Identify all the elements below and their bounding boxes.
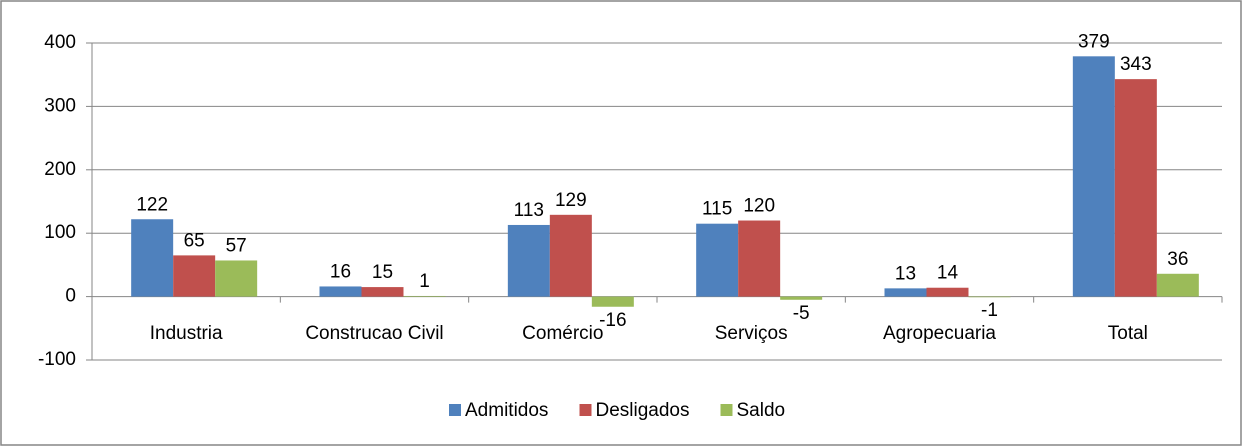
y-tick-label: 100: [44, 222, 76, 243]
legend-swatch: [579, 404, 592, 416]
bar: [591, 296, 634, 307]
data-label: 15: [372, 262, 393, 283]
data-label: -16: [599, 310, 626, 331]
x-tick-label: Industria: [150, 323, 223, 344]
legend-swatch: [449, 404, 461, 416]
bar: [1156, 273, 1199, 297]
data-label: 13: [895, 263, 916, 284]
data-label: 14: [937, 263, 959, 284]
bar: [215, 260, 258, 297]
bar: [403, 295, 446, 297]
data-label: 16: [330, 261, 351, 282]
data-label: 1: [419, 271, 430, 292]
data-label: 120: [743, 196, 775, 217]
y-tick-label: 0: [65, 286, 76, 307]
data-label: 379: [1078, 31, 1110, 52]
bar: [507, 224, 550, 297]
legend-label: Desligados: [596, 400, 690, 421]
legend-label: Admitidos: [465, 400, 548, 421]
bar: [738, 220, 781, 297]
bar: [884, 288, 927, 297]
y-tick-label: 400: [44, 32, 76, 53]
bar: [1114, 79, 1157, 297]
x-tick-label: Construcao Civil: [305, 323, 443, 344]
data-label: 122: [136, 194, 168, 215]
x-tick-label: Comércio: [522, 323, 603, 344]
x-tick-label: Serviços: [715, 323, 788, 344]
y-tick-label: 200: [44, 159, 76, 180]
legend-swatch: [720, 404, 733, 416]
data-label: 57: [226, 235, 247, 256]
bar: [780, 296, 823, 300]
bar: [1072, 56, 1115, 297]
x-tick-label: Agropecuaria: [883, 323, 996, 344]
data-label: 129: [555, 190, 587, 211]
y-tick-label: -100: [38, 349, 76, 370]
data-label: 113: [514, 200, 544, 221]
y-tick-label: 300: [44, 95, 76, 116]
data-label: 36: [1167, 249, 1188, 270]
x-tick-label: Total: [1108, 323, 1148, 344]
bar: [361, 287, 404, 297]
bar: [131, 219, 174, 297]
data-label: 115: [702, 199, 732, 220]
data-label: -5: [793, 303, 810, 324]
data-label: 343: [1120, 54, 1152, 75]
bar: [968, 296, 1011, 298]
bar: [549, 214, 592, 297]
data-label: -1: [981, 300, 998, 321]
bar: [926, 287, 969, 297]
bar: [173, 255, 216, 297]
bar: [319, 286, 362, 297]
legend-label: Saldo: [737, 400, 786, 421]
bar: [696, 223, 739, 297]
data-label: 65: [184, 230, 205, 251]
